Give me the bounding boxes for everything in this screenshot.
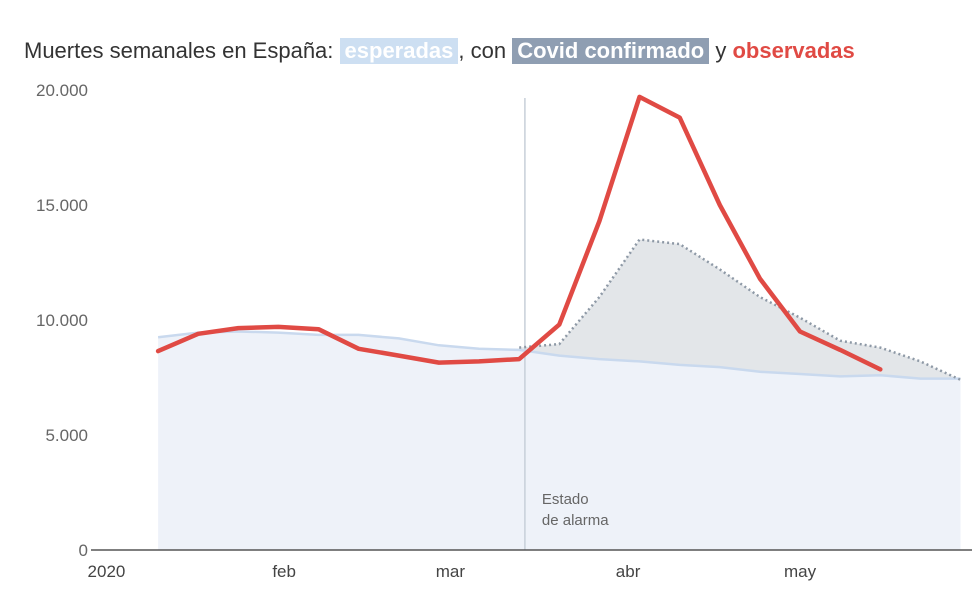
axis-layer: 0 5.000 10.000 15.000 20.000 2020 feb mar abr may	[36, 81, 972, 581]
line-layer: Estado de alarma	[155, 94, 962, 550]
title-separator-y: y	[715, 38, 727, 63]
x-tick-label: feb	[272, 562, 296, 581]
x-tick-label: mar	[436, 562, 466, 581]
covid-area	[519, 239, 961, 380]
expected-area	[158, 331, 961, 550]
alarm-annotation-line: Estado	[542, 491, 589, 508]
x-tick-label: abr	[616, 562, 641, 581]
y-tick-label: 5.000	[45, 426, 88, 445]
observed-line	[155, 94, 883, 372]
y-tick-label: 10.000	[36, 311, 88, 330]
chart-title: Muertes semanales en España: esperadas, …	[24, 38, 855, 64]
y-tick-label: 0	[79, 541, 88, 560]
title-observed-label: observadas	[732, 38, 855, 63]
title-covid-label: Covid confirmado	[512, 38, 710, 64]
x-tick-label: may	[784, 562, 817, 581]
expected-line	[157, 330, 961, 380]
title-prefix: Muertes semanales en España:	[24, 38, 334, 63]
title-expected-label: esperadas	[339, 38, 459, 64]
area-layer	[158, 239, 961, 550]
y-tick-label: 20.000	[36, 81, 88, 100]
title-separator-con: , con	[458, 38, 507, 63]
covid-line	[519, 238, 962, 381]
x-tick-label: 2020	[88, 562, 126, 581]
alarm-annotation-line: de alarma	[542, 512, 609, 529]
y-tick-label: 15.000	[36, 196, 88, 215]
